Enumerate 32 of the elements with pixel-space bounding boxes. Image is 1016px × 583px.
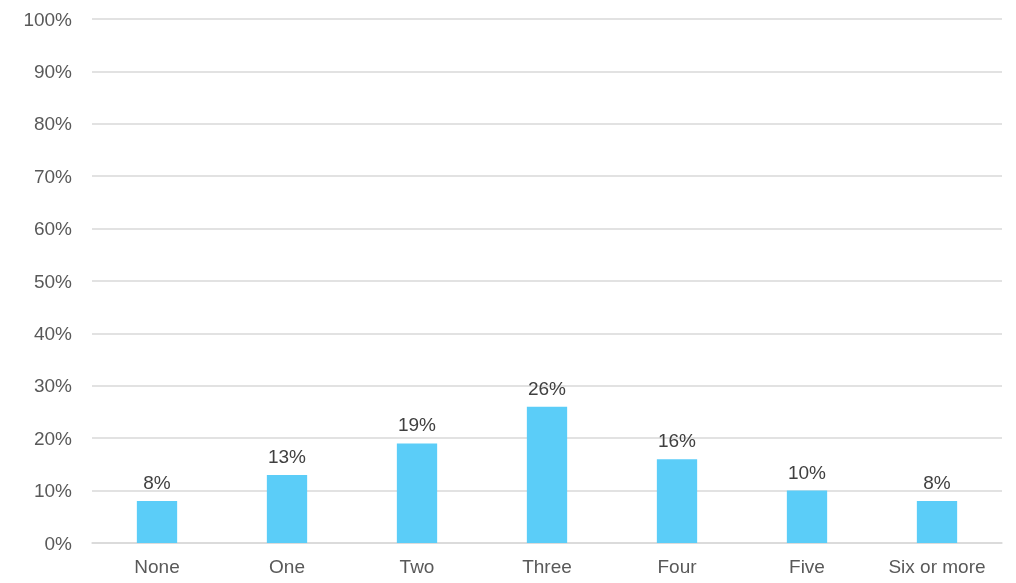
data-label: 26% bbox=[527, 377, 567, 399]
data-label: 16% bbox=[657, 430, 697, 452]
y-tick-label: 50% bbox=[33, 270, 73, 292]
y-tick-label: 60% bbox=[33, 218, 73, 240]
data-label: 10% bbox=[787, 461, 827, 483]
x-tick-label: Two bbox=[399, 556, 435, 577]
y-tick-label: 40% bbox=[33, 322, 73, 344]
x-tick-label: Six or more bbox=[888, 556, 986, 577]
y-tick-label: 80% bbox=[33, 113, 73, 135]
x-tick-label: Three bbox=[522, 556, 572, 577]
y-tick-label: 10% bbox=[33, 480, 73, 502]
bar bbox=[656, 459, 698, 543]
y-tick-label: 30% bbox=[33, 375, 73, 397]
bar bbox=[526, 406, 568, 543]
bar bbox=[786, 490, 828, 543]
bar bbox=[396, 443, 438, 543]
data-label: 13% bbox=[267, 445, 307, 467]
x-tick-label: Four bbox=[657, 556, 698, 577]
data-label: 8% bbox=[923, 472, 951, 494]
x-tick-label: None bbox=[134, 556, 180, 577]
data-label: 19% bbox=[397, 414, 437, 436]
y-tick-label: 70% bbox=[33, 165, 73, 187]
y-tick-label: 0% bbox=[44, 532, 73, 554]
x-tick-label: One bbox=[269, 556, 305, 577]
y-tick-label: 100% bbox=[23, 8, 73, 30]
y-tick-label: 20% bbox=[33, 427, 73, 449]
bar bbox=[266, 474, 308, 543]
y-tick-label: 90% bbox=[33, 60, 73, 82]
bar bbox=[136, 501, 178, 543]
data-label: 8% bbox=[143, 472, 171, 494]
bar bbox=[916, 501, 958, 543]
x-tick-label: Five bbox=[789, 556, 825, 577]
